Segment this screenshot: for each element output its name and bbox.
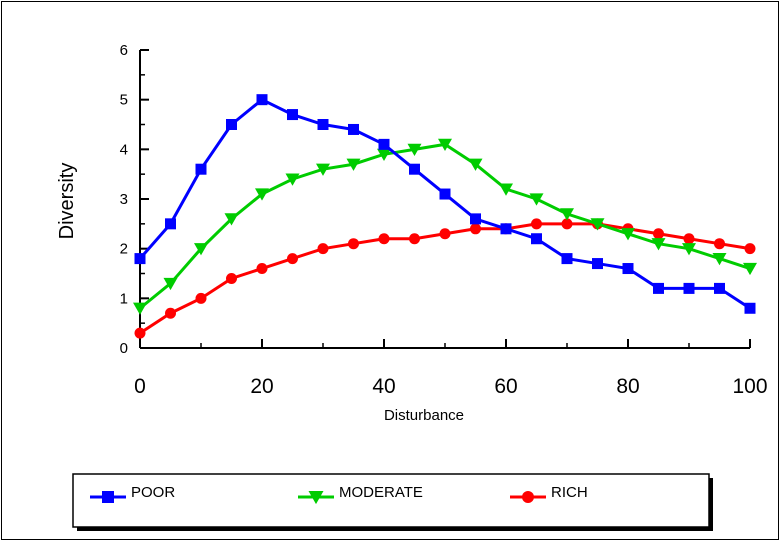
x-tick-label: 80 bbox=[616, 375, 639, 398]
point-poor bbox=[744, 302, 756, 314]
point-moderate bbox=[651, 238, 666, 251]
point-moderate bbox=[499, 183, 513, 196]
point-poor bbox=[500, 223, 512, 235]
point-poor bbox=[592, 258, 603, 270]
point-poor bbox=[378, 138, 390, 150]
point-moderate bbox=[133, 302, 147, 315]
point-poor bbox=[409, 163, 420, 175]
point-moderate bbox=[285, 173, 300, 186]
y-tick-label: 3 bbox=[120, 191, 128, 208]
x-tick-label: 60 bbox=[494, 375, 517, 398]
x-axis-label: Disturbance bbox=[384, 407, 464, 424]
point-poor bbox=[470, 213, 481, 225]
point-rich bbox=[683, 233, 695, 245]
series-rich bbox=[134, 218, 756, 339]
point-moderate bbox=[712, 253, 727, 266]
point-rich bbox=[134, 327, 146, 339]
point-rich bbox=[378, 233, 390, 245]
point-moderate bbox=[163, 277, 178, 291]
point-rich bbox=[470, 223, 481, 235]
point-rich bbox=[561, 218, 573, 230]
point-moderate bbox=[529, 193, 544, 206]
y-tick-label: 5 bbox=[120, 92, 128, 109]
y-tick-label: 1 bbox=[120, 290, 128, 307]
point-rich bbox=[653, 228, 664, 240]
point-moderate bbox=[621, 228, 635, 241]
legend-marker-rich bbox=[522, 491, 534, 503]
point-poor bbox=[317, 119, 329, 130]
point-poor bbox=[439, 188, 451, 200]
point-moderate bbox=[346, 158, 361, 171]
point-poor bbox=[256, 94, 268, 106]
point-moderate bbox=[407, 143, 422, 156]
point-rich bbox=[348, 238, 359, 250]
point-moderate bbox=[590, 218, 605, 231]
legend: POOR MODERATE RICH bbox=[72, 473, 713, 531]
y-tick-label: 0 bbox=[120, 340, 128, 357]
point-poor bbox=[287, 109, 298, 121]
point-poor bbox=[348, 123, 359, 135]
point-poor bbox=[134, 253, 146, 265]
point-moderate bbox=[468, 158, 483, 171]
point-rich bbox=[439, 228, 451, 240]
x-tick-label: 20 bbox=[250, 375, 273, 398]
x-tick-label: 100 bbox=[732, 375, 767, 398]
point-rich bbox=[256, 263, 268, 275]
point-moderate bbox=[560, 208, 574, 221]
point-rich bbox=[409, 233, 420, 245]
point-moderate bbox=[316, 163, 330, 176]
point-rich bbox=[744, 243, 756, 255]
point-poor bbox=[531, 233, 542, 245]
point-poor bbox=[226, 119, 237, 130]
x-tick-label: 0 bbox=[134, 375, 146, 398]
point-rich bbox=[195, 292, 207, 304]
point-rich bbox=[165, 307, 176, 319]
point-poor bbox=[653, 282, 664, 294]
series-layer bbox=[133, 94, 757, 339]
y-axis-label: Diversity bbox=[56, 163, 78, 240]
y-tick-label: 4 bbox=[120, 141, 128, 158]
y-tick-label: 6 bbox=[120, 42, 128, 59]
point-poor bbox=[165, 218, 176, 230]
series-moderate bbox=[133, 138, 757, 315]
point-poor bbox=[714, 282, 725, 294]
point-moderate bbox=[743, 262, 757, 276]
legend-marker-moderate bbox=[308, 491, 324, 505]
legend-box bbox=[72, 473, 710, 528]
point-moderate bbox=[224, 213, 239, 226]
point-poor bbox=[195, 163, 207, 175]
point-poor bbox=[683, 282, 695, 294]
legend-label-rich: RICH bbox=[551, 484, 588, 501]
point-moderate bbox=[194, 243, 208, 256]
series-poor bbox=[134, 94, 756, 314]
point-moderate bbox=[438, 138, 452, 152]
point-moderate bbox=[255, 188, 269, 201]
legend-label-poor: POOR bbox=[131, 484, 175, 501]
legend-marker-poor bbox=[102, 491, 114, 503]
x-tick-label: 40 bbox=[372, 375, 395, 398]
point-moderate bbox=[377, 148, 391, 161]
point-moderate bbox=[682, 243, 696, 256]
legend-shadow-bottom bbox=[77, 527, 713, 531]
point-poor bbox=[622, 263, 634, 275]
point-rich bbox=[714, 238, 725, 250]
point-rich bbox=[317, 243, 329, 255]
point-poor bbox=[561, 253, 573, 265]
point-rich bbox=[531, 218, 542, 230]
y-tick-label: 2 bbox=[120, 241, 128, 258]
legend-label-moderate: MODERATE bbox=[339, 484, 423, 501]
legend-shadow-right bbox=[709, 478, 713, 531]
point-rich bbox=[226, 272, 237, 284]
point-rich bbox=[287, 253, 298, 265]
